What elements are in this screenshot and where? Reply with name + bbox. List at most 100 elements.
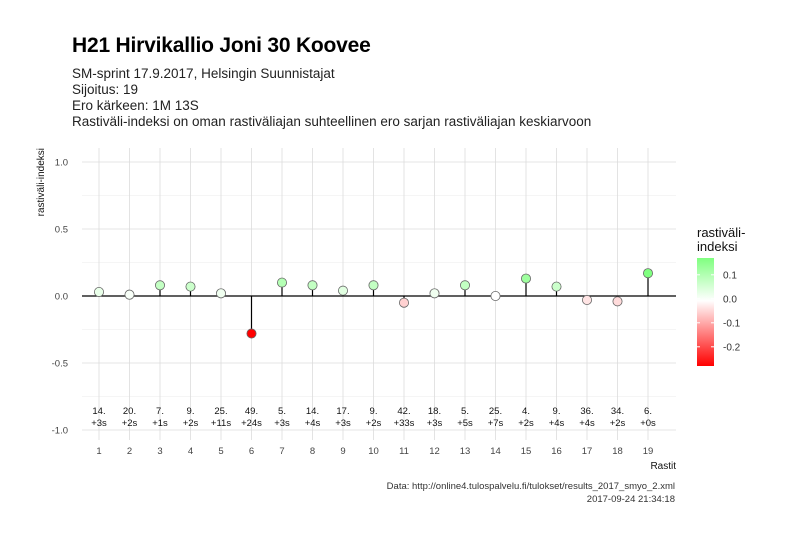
- rank-label: 20.: [123, 406, 136, 417]
- rank-label: 25.: [214, 406, 227, 417]
- x-tick-label: 9: [340, 446, 345, 457]
- legend-title-line-1: rastiväli-: [697, 225, 745, 240]
- x-tick-label: 8: [310, 446, 315, 457]
- rank-label: 34.: [611, 406, 624, 417]
- data-point: [398, 297, 409, 308]
- data-point: [337, 285, 348, 296]
- data-point: [185, 281, 196, 292]
- x-tick-label: 7: [279, 446, 284, 457]
- x-tick-label: 13: [460, 446, 471, 457]
- rank-label: 6.: [644, 406, 652, 417]
- rank-label: 25.: [489, 406, 502, 417]
- data-point: [94, 286, 105, 297]
- x-tick-label: 5: [218, 446, 223, 457]
- rank-label: 9.: [370, 406, 378, 417]
- rank-label: 5.: [461, 406, 469, 417]
- legend-tick-label: -0.2: [723, 342, 741, 353]
- legend-title-line-2: indeksi: [697, 239, 738, 254]
- data-point: [246, 328, 257, 339]
- diff-label: +2s: [122, 418, 138, 429]
- y-tick-label: -1.0: [52, 426, 68, 437]
- x-tick-label: 3: [157, 446, 162, 457]
- data-point: [307, 280, 318, 291]
- rank-label: 36.: [580, 406, 593, 417]
- diff-label: +5s: [457, 418, 473, 429]
- data-point: [429, 288, 440, 299]
- legend-tick-label: 0.1: [723, 270, 737, 281]
- rank-label: 49.: [245, 406, 258, 417]
- legend: rastiväli-indeksi 0.1 0.0 -0.1 -0.2: [697, 225, 745, 366]
- diff-label: +2s: [366, 418, 382, 429]
- subtitle-line-2: Sijoitus: 19: [72, 82, 139, 97]
- subtitle-line-1: SM-sprint 17.9.2017, Helsingin Suunnista…: [72, 66, 335, 81]
- axes: 1.00.50.0-0.5-1.01 2 3 4 5 6 7 8 9 10 11 12 13 14 15 16…: [36, 148, 676, 472]
- x-tick-label: 19: [643, 446, 654, 457]
- rank-label: 17.: [336, 406, 349, 417]
- data-point: [490, 290, 501, 301]
- data-point: [582, 295, 593, 306]
- diff-label: +24s: [241, 418, 262, 429]
- caption-timestamp: 2017-09-24 21:34:18: [586, 494, 675, 505]
- diff-label: +4s: [549, 418, 565, 429]
- x-tick-label: 15: [521, 446, 532, 457]
- data-point: [215, 288, 226, 299]
- y-tick-label: 1.0: [55, 158, 68, 169]
- rank-label: 9.: [553, 406, 561, 417]
- data-point: [612, 296, 623, 307]
- x-tick-label: 11: [399, 446, 409, 457]
- rank-label: 9.: [187, 406, 195, 417]
- diff-label: +11s: [211, 418, 231, 429]
- x-tick-label: 4: [188, 446, 193, 457]
- x-tick-label: 2: [127, 446, 132, 457]
- data-point: [154, 280, 165, 291]
- data-point: [521, 273, 532, 284]
- x-tick-label: 12: [429, 446, 440, 457]
- diff-label: +3s: [91, 418, 107, 429]
- x-tick-label: 14: [490, 446, 501, 457]
- point-labels: 14.+3s20.+2s7.+1s9.+2s25.+11s49.+24s5.+3…: [91, 406, 656, 429]
- legend-tick-label: 0.0: [723, 294, 737, 305]
- x-tick-label: 10: [368, 446, 379, 457]
- data-point: [551, 281, 562, 292]
- rank-label: 18.: [428, 406, 441, 417]
- x-tick-label: 16: [551, 446, 562, 457]
- x-tick-label: 1: [96, 446, 101, 457]
- rank-label: 4.: [522, 406, 530, 417]
- diff-label: +2s: [518, 418, 534, 429]
- diff-label: +4s: [579, 418, 595, 429]
- rank-label: 14.: [306, 406, 319, 417]
- diff-label: +0s: [640, 418, 656, 429]
- subtitle-line-3: Ero kärkeen: 1M 13S: [72, 98, 199, 113]
- x-axis-title: Rastit: [650, 461, 676, 472]
- x-tick-label: 18: [612, 446, 623, 457]
- diff-label: +3s: [427, 418, 443, 429]
- x-tick-label: 6: [249, 446, 254, 457]
- data-point: [124, 289, 135, 300]
- data-point: [368, 280, 379, 291]
- diff-label: +3s: [335, 418, 351, 429]
- rank-label: 42.: [397, 406, 410, 417]
- caption-source: Data: http://online4.tulospalvelu.fi/tul…: [386, 481, 675, 492]
- diff-label: +2s: [610, 418, 626, 429]
- rank-label: 14.: [92, 406, 105, 417]
- legend-colorbar: [697, 258, 714, 366]
- diff-label: +7s: [488, 418, 504, 429]
- legend-tick-label: -0.1: [723, 318, 741, 329]
- diff-label: +33s: [394, 418, 415, 429]
- data-point: [276, 277, 287, 288]
- data-point: [643, 268, 654, 279]
- chart-title: H21 Hirvikallio Joni 30 Koovee: [72, 34, 371, 57]
- diff-label: +2s: [183, 418, 199, 429]
- y-axis-title: rastiväli-indeksi: [36, 148, 47, 216]
- y-tick-label: 0.0: [55, 292, 68, 303]
- grid: [82, 148, 676, 440]
- x-tick-label: 17: [582, 446, 593, 457]
- points: [94, 268, 654, 339]
- diff-label: +3s: [274, 418, 290, 429]
- y-tick-label: -0.5: [52, 359, 68, 370]
- diff-label: +4s: [305, 418, 321, 429]
- rank-label: 7.: [156, 406, 164, 417]
- y-tick-label: 0.5: [55, 225, 68, 236]
- diff-label: +1s: [152, 418, 168, 429]
